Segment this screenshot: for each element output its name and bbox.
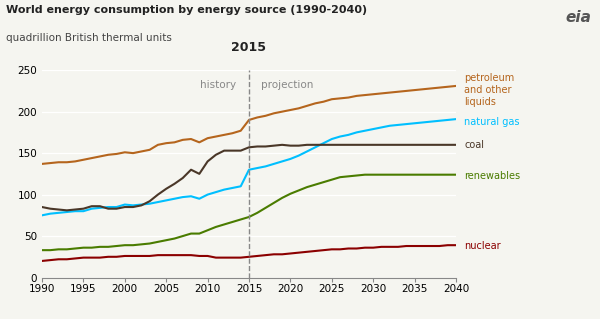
Text: coal: coal — [464, 140, 484, 150]
Text: natural gas: natural gas — [464, 117, 520, 127]
Text: petroleum
and other
liquids: petroleum and other liquids — [464, 73, 515, 107]
Text: World energy consumption by energy source (1990-2040): World energy consumption by energy sourc… — [6, 5, 367, 15]
Text: 2015: 2015 — [232, 41, 266, 54]
Text: renewables: renewables — [464, 171, 520, 181]
Text: quadrillion British thermal units: quadrillion British thermal units — [6, 33, 172, 43]
Text: projection: projection — [262, 80, 314, 90]
Text: history: history — [200, 80, 236, 90]
Text: eia: eia — [565, 10, 591, 25]
Text: nuclear: nuclear — [464, 241, 501, 251]
